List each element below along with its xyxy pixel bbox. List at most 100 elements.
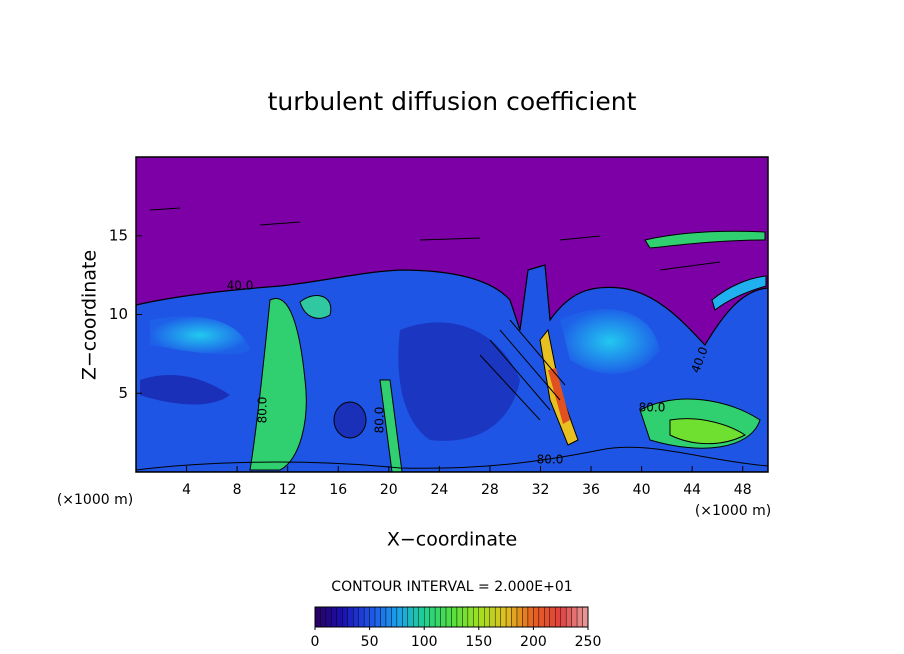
contour-field — [136, 157, 768, 472]
colorbar-tick-label: 200 — [520, 634, 547, 650]
colorbar-stripe — [391, 606, 398, 628]
contour-label: 80.0 — [256, 397, 270, 424]
colorbar-stripe — [445, 606, 452, 628]
colorbar-tick-label: 250 — [575, 634, 602, 650]
colorbar-stripe — [429, 606, 436, 628]
field-region — [711, 275, 767, 311]
colorbar-tick-label: 100 — [411, 634, 438, 650]
colorbar-stripe — [533, 606, 540, 628]
colorbar-stripe — [353, 606, 359, 628]
colorbar-stripe — [549, 606, 556, 628]
x-tick-label: 28 — [481, 482, 499, 498]
field-region — [140, 375, 230, 405]
colorbar-stripe — [424, 606, 430, 628]
x-tick-label: 8 — [233, 482, 242, 498]
field-region — [398, 322, 520, 441]
field-region — [333, 401, 367, 439]
colorbar-stripe — [325, 606, 332, 628]
colorbar-stripe — [560, 606, 567, 628]
colorbar-stripe — [484, 606, 490, 628]
field-region — [249, 297, 307, 471]
colorbar-stripe — [538, 606, 545, 628]
colorbar-stripe — [385, 606, 392, 628]
colorbar-stripe — [342, 606, 348, 628]
colorbar-stripe — [374, 606, 381, 628]
colorbar-stripe — [396, 606, 403, 628]
colorbar-stripe — [478, 606, 485, 628]
colorbar-stripe — [489, 606, 496, 628]
x-tick-label: 24 — [430, 482, 448, 498]
colorbar-stripe — [462, 606, 469, 628]
colorbar-frame — [314, 606, 589, 628]
contour-line — [149, 207, 721, 271]
x-axis-label: X−coordinate — [387, 529, 517, 551]
colorbar-stripe — [516, 606, 523, 628]
colorbar-stripe — [413, 606, 419, 628]
colorbar-stripe — [500, 606, 507, 628]
colorbar-stripe — [363, 606, 370, 628]
contour-label: 80.0 — [537, 453, 564, 467]
contour-line — [136, 446, 768, 471]
colorbar-stripe — [565, 606, 572, 628]
colorbar-stripe — [456, 606, 463, 628]
contour-line — [479, 319, 566, 421]
colorbar-stripe — [347, 606, 354, 628]
colorbar-stripe — [522, 606, 529, 628]
x-tick-label: 20 — [380, 482, 398, 498]
colorbar-stripe — [576, 606, 583, 628]
colorbar-stripe — [358, 606, 365, 628]
y-tick-label: 5 — [118, 384, 128, 402]
contour-label: 80.0 — [373, 407, 387, 434]
colorbar-tick-label: 0 — [311, 634, 320, 650]
field-region — [379, 379, 403, 472]
x-tick-label: 48 — [734, 482, 752, 498]
field-region — [299, 295, 332, 319]
colorbar-tick-label: 50 — [361, 634, 379, 650]
colorbar-stripe — [314, 606, 321, 628]
x-unit-label: (×1000 m) — [695, 503, 771, 519]
colorbar-stripe — [440, 606, 447, 628]
contour-label: 80.0 — [639, 401, 666, 415]
colorbar-stripe — [418, 606, 425, 628]
field-region — [669, 418, 746, 445]
contour-label: 40.0 — [227, 279, 254, 293]
x-tick-label: 32 — [532, 482, 550, 498]
x-tick-label: 12 — [279, 482, 297, 498]
colorbar-stripe — [451, 606, 458, 628]
x-tick-label: 44 — [683, 482, 701, 498]
field-region — [560, 308, 660, 374]
x-tick-label: 4 — [182, 482, 191, 498]
x-tick-label: 16 — [329, 482, 347, 498]
colorbar-stripe — [571, 606, 578, 628]
colorbar-stripe — [505, 606, 512, 628]
colorbar-stripe — [582, 606, 589, 628]
colorbar-tick-label: 150 — [465, 634, 492, 650]
colorbar-stripe — [544, 606, 550, 628]
y-axis-label: Z−coordinate — [79, 250, 101, 380]
chart-title: turbulent diffusion coefficient — [268, 87, 637, 116]
y-tick-label: 15 — [109, 226, 128, 244]
colorbar-stripe — [407, 606, 414, 628]
colorbar-stripe — [527, 606, 534, 628]
colorbar-stripe — [331, 606, 338, 628]
field-region — [548, 368, 570, 424]
colorbar-stripe — [467, 606, 474, 628]
colorbar-stripe — [336, 606, 343, 628]
x-unit-label: (×1000 m) — [57, 492, 133, 508]
colorbar-stripe — [555, 606, 561, 628]
colorbar-stripe — [511, 606, 518, 628]
colorbar-stripe — [434, 606, 441, 628]
contour-interval: CONTOUR INTERVAL = 2.000E+01 — [331, 579, 572, 595]
colorbar-stripe — [402, 606, 409, 628]
colorbar-stripe — [494, 606, 501, 628]
x-tick-label: 36 — [582, 482, 600, 498]
colorbar-stripe — [380, 606, 387, 628]
colorbar-stripe — [473, 606, 479, 628]
x-tick-label: 40 — [633, 482, 651, 498]
colorbar-stripe — [369, 606, 376, 628]
field-region — [150, 316, 250, 355]
y-tick-label: 10 — [109, 305, 128, 323]
field-region — [644, 230, 766, 249]
colorbar-stripe — [320, 606, 327, 628]
